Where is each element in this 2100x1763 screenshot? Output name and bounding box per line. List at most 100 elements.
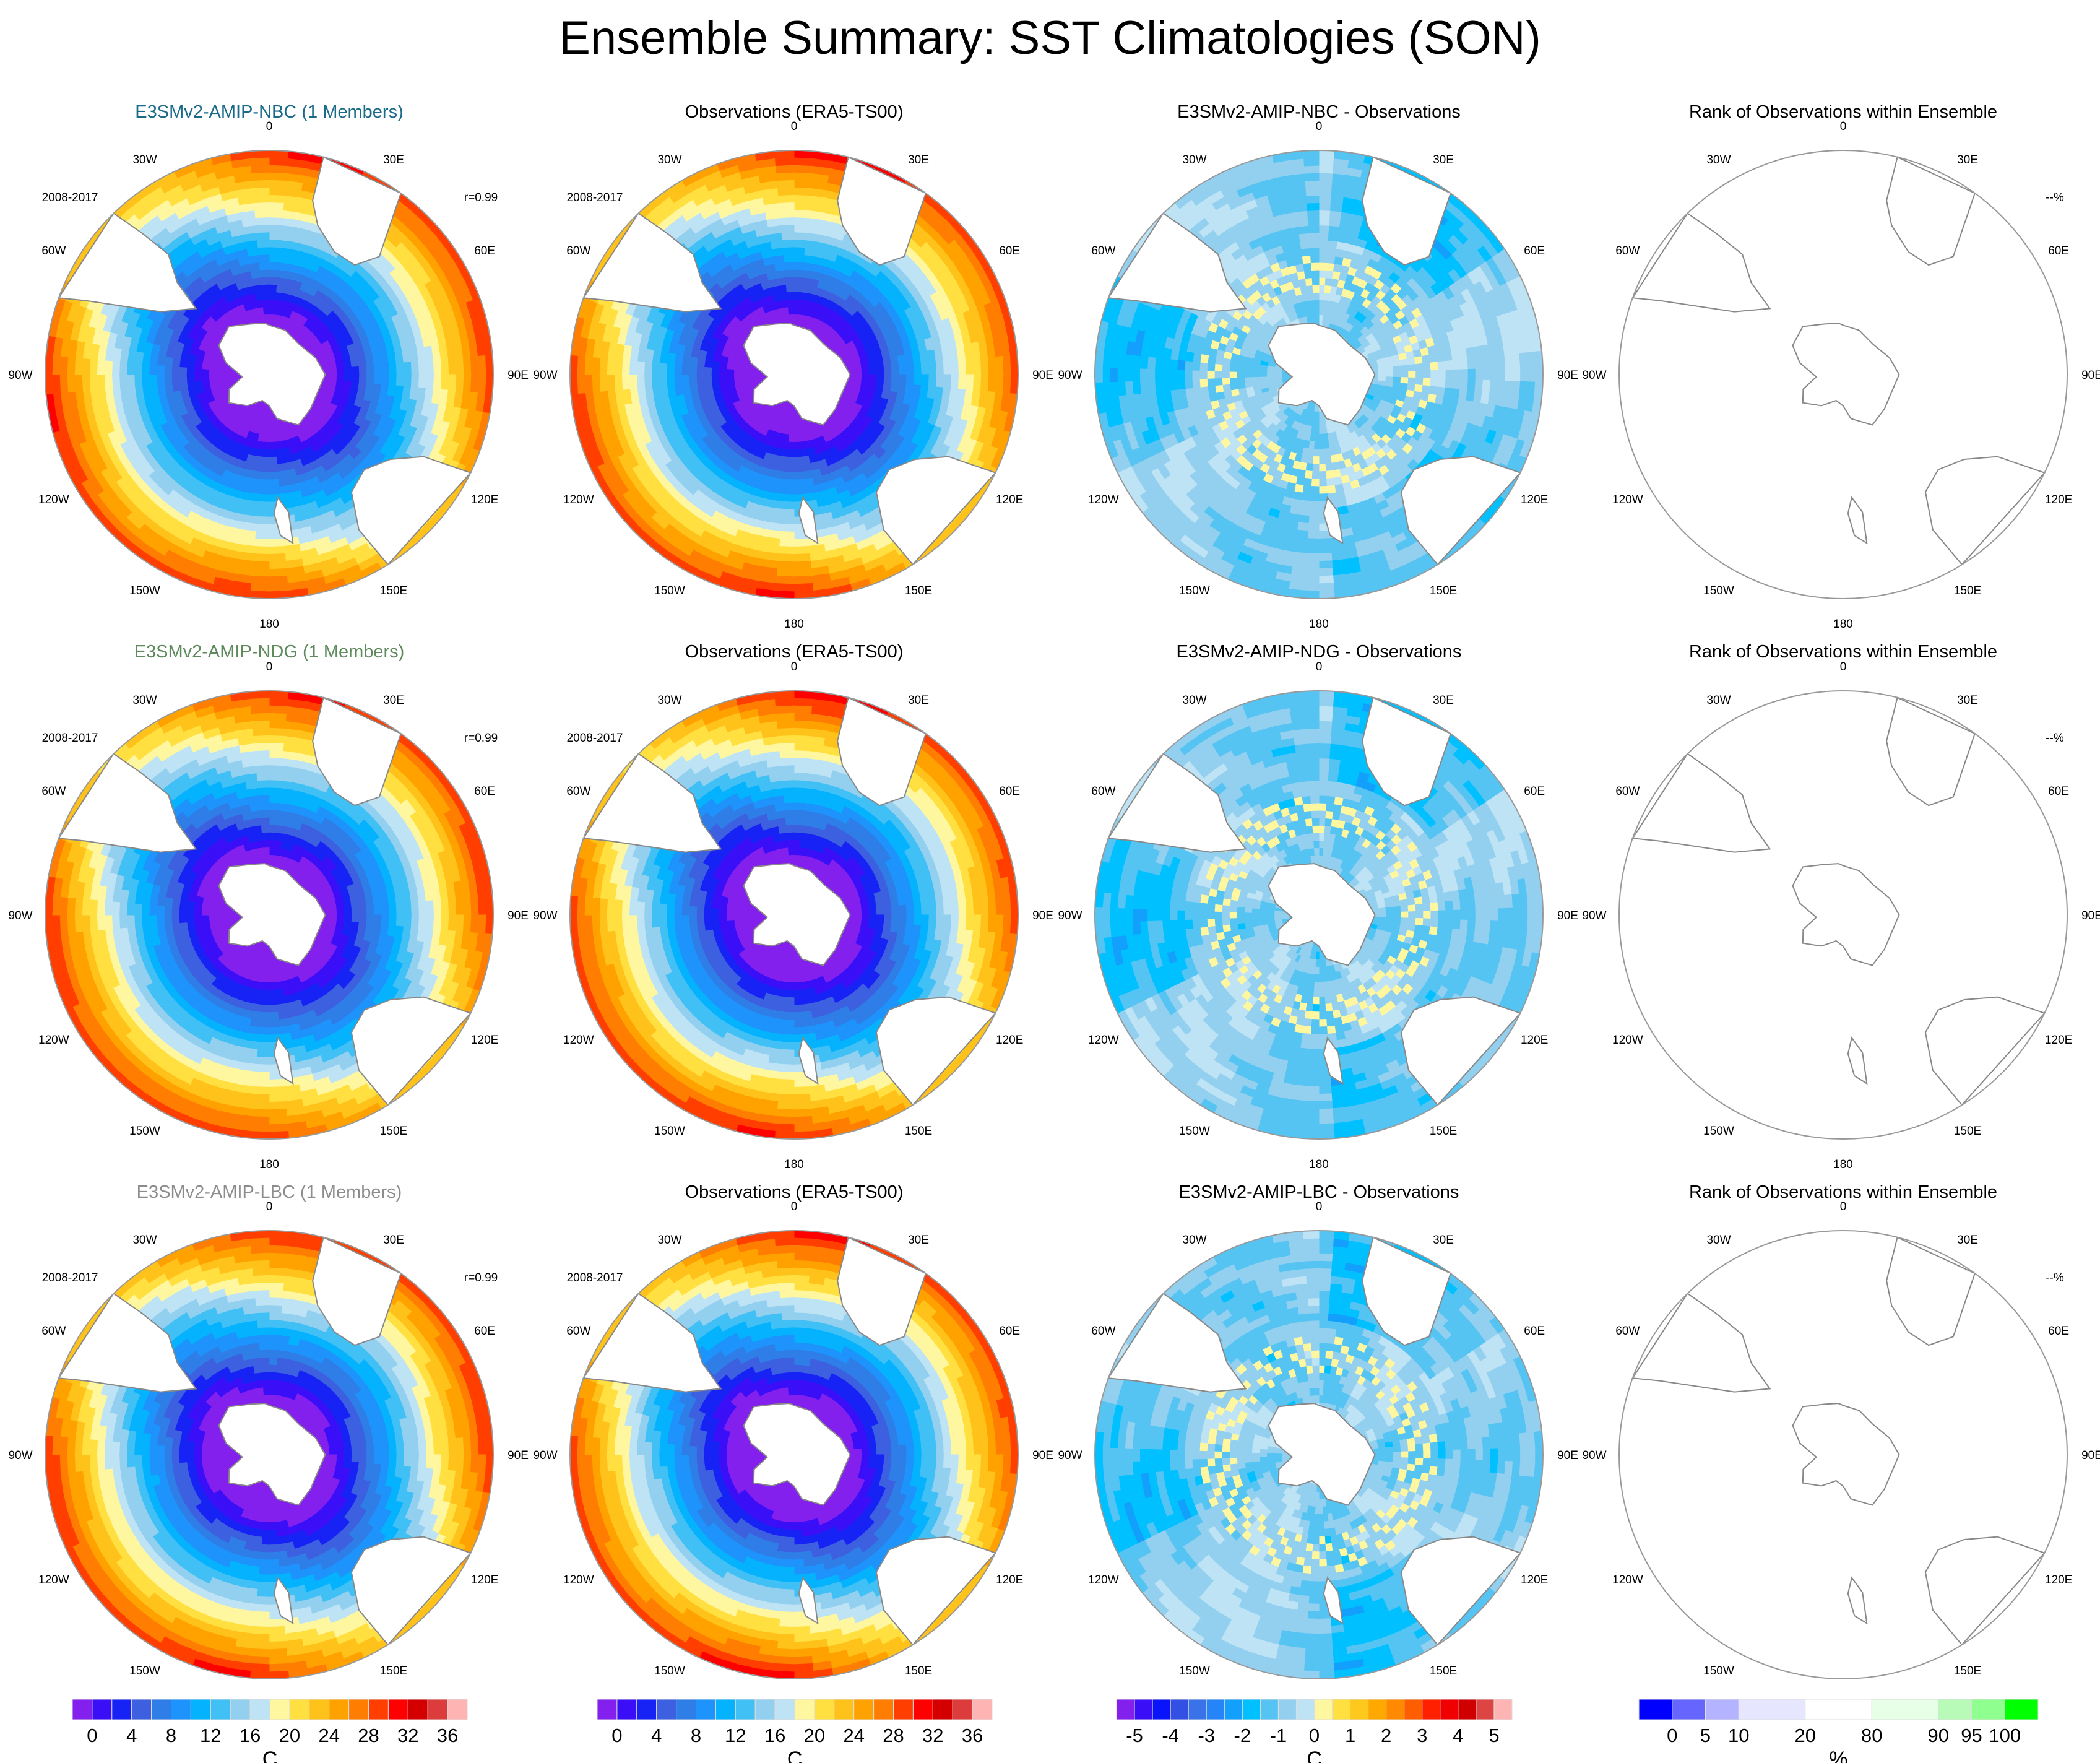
contour-cell [251,158,269,166]
contour-cell [905,375,914,385]
contour-cell [262,292,269,300]
contour-cell [262,449,269,457]
contour-cell [727,379,735,386]
contour-cell [157,365,165,375]
contour-cell [257,508,269,516]
contour-cell [365,357,373,366]
contour-cell [774,591,794,599]
contour-cell [794,150,814,158]
contour-cell [1003,356,1011,375]
contour-cell [784,255,794,263]
contour-cell [328,363,336,369]
contour-cell [269,233,282,241]
contour-cell [727,369,734,375]
contour-cell [269,568,287,576]
contour-cell [667,363,675,375]
contour-cell [440,375,448,390]
contour-cell [258,493,269,501]
contour-cell [256,300,263,308]
contour-cell [256,516,269,524]
contour-cell [269,158,288,166]
contour-cell [269,248,280,256]
contour-cell [60,375,68,392]
contour-cell [637,375,646,388]
contour-cell [90,359,98,375]
contour-cell [783,493,794,501]
contour-cell [251,576,269,584]
contour-cell [789,307,794,314]
contour-cell [97,375,105,389]
longitude-label: 30E [908,154,929,167]
contour-cell [259,479,269,487]
contour-cell [358,366,366,375]
contour-cell [278,271,288,279]
contour-cell [343,360,351,368]
contour-cell [690,357,699,366]
contour-cell [202,369,209,375]
contour-cell [470,357,478,375]
contour-cell [868,367,876,375]
contour-cell [1003,375,1011,393]
contour-cell [803,470,813,479]
map-panel-diff: E3SMv2-AMIP-NBC - Observations030E60E90E… [1058,102,1578,631]
contour-cell [785,464,794,472]
contour-cell [780,293,788,301]
contour-cell [478,356,486,375]
contour-cell [269,449,277,457]
contour-cell [351,366,359,375]
contour-cell [366,365,374,375]
period-label: 2008-2017 [567,191,623,204]
contour-cell [645,362,653,375]
contour-cell [373,375,381,384]
contour-cell [712,367,720,375]
contour-cell [794,419,798,427]
contour-cell [957,360,966,375]
contour-cell [150,364,158,375]
contour-cell [781,300,788,308]
contour-cell [803,271,813,279]
contour-cell [875,359,884,368]
longitude-label: 30E [383,154,404,167]
contour-cell [780,210,794,219]
contour-cell [787,441,794,449]
contour-cell [719,375,727,381]
contour-cell [570,355,578,375]
contour-cell [188,381,196,389]
contour-cell [269,202,284,210]
contour-cell [381,375,389,385]
longitude-label: 30W [132,154,157,167]
contour-cell [75,358,83,375]
contour-cell [776,165,794,173]
contour-cell [622,360,630,375]
contour-cell [920,375,928,386]
contour-cell [209,375,217,379]
contour-cell [172,375,180,383]
contour-cell [750,375,757,378]
contour-cell [704,375,712,383]
contour-cell [433,360,441,375]
contour-cell [785,277,794,285]
contour-cell [329,375,336,380]
contour-cell [255,531,269,539]
contour-cell [187,375,195,382]
contour-cell [757,375,764,378]
contour-cell [269,240,281,248]
contour-cell [269,479,279,487]
contour-cell [690,383,699,393]
contour-cell [105,375,113,389]
contour-cell [794,583,813,591]
contour-cell [965,359,973,375]
contour-cell [794,285,802,293]
contour-cell [269,195,285,203]
contour-cell [794,486,805,494]
contour-cell [269,561,286,569]
contour-cell [794,307,800,314]
contour-cell [782,240,794,248]
contour-cell [592,357,600,375]
panel-title: E3SMv2-AMIP-NBC - Observations [1177,102,1461,122]
contour-cell [254,202,269,210]
contour-cell [995,357,1003,375]
contour-cell [90,375,98,390]
contour-cell [704,366,712,375]
contour-cell [150,375,158,385]
